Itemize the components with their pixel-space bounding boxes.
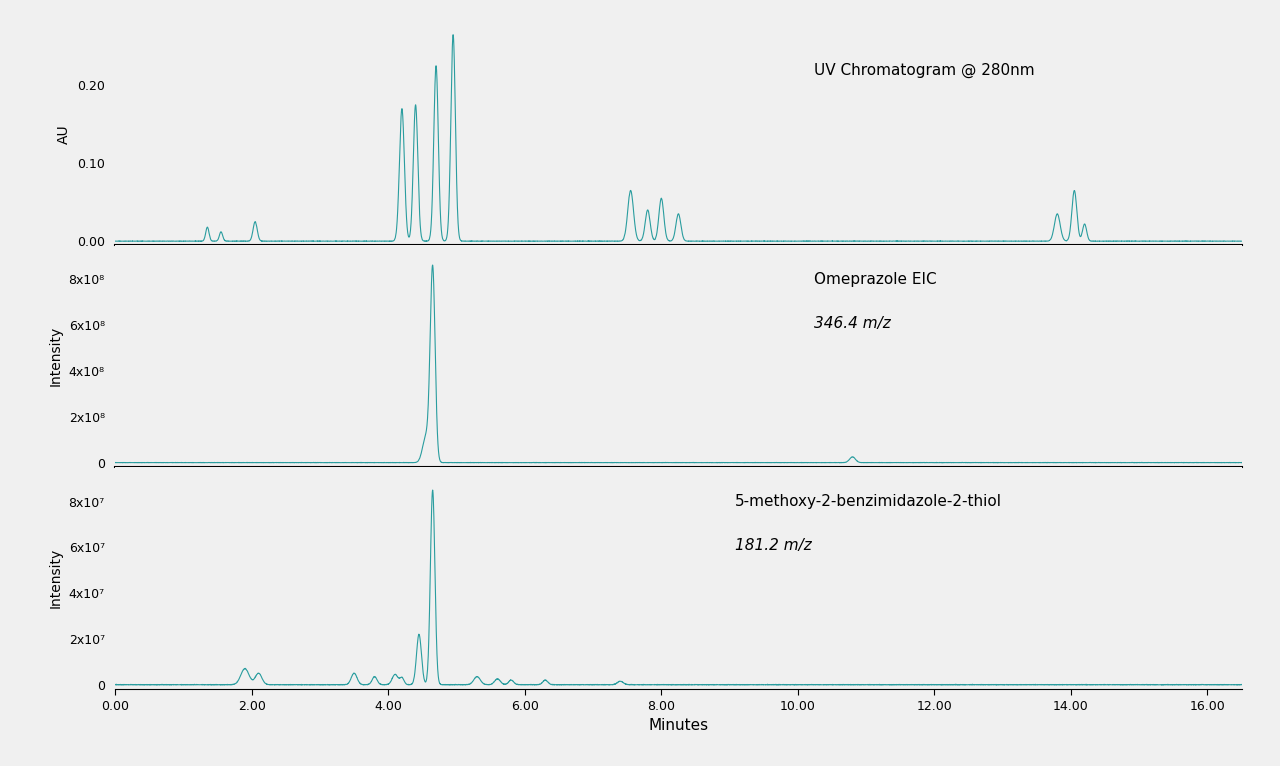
- X-axis label: Minutes: Minutes: [649, 719, 708, 733]
- Text: 5-methoxy-2-benzimidazole-2-thiol: 5-methoxy-2-benzimidazole-2-thiol: [735, 494, 1002, 509]
- Text: 181.2 m/z: 181.2 m/z: [735, 538, 812, 553]
- Text: UV Chromatogram @ 280nm: UV Chromatogram @ 280nm: [814, 63, 1034, 78]
- Y-axis label: Intensity: Intensity: [49, 326, 63, 386]
- Y-axis label: Intensity: Intensity: [49, 548, 63, 608]
- Text: Omeprazole EIC: Omeprazole EIC: [814, 272, 936, 286]
- Text: 346.4 m/z: 346.4 m/z: [814, 316, 891, 331]
- Y-axis label: AU: AU: [58, 124, 72, 144]
